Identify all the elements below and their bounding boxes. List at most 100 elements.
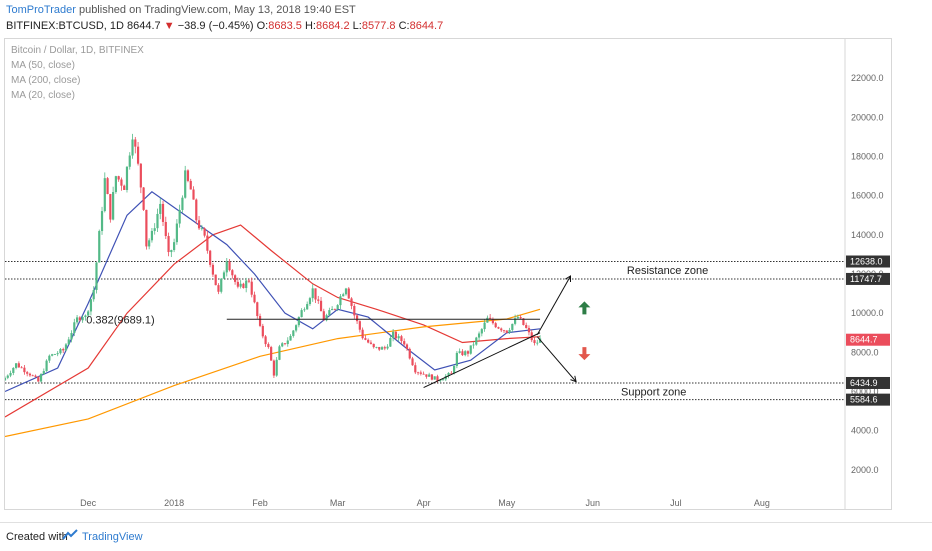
candle-body [281,343,284,347]
y-tick-label: 6000.0 [851,387,879,397]
candle-body [486,317,489,323]
candle-body [87,311,90,316]
x-tick-label: Jul [670,498,682,508]
candle-body [12,367,15,373]
y-tick-label: 2000.0 [851,465,879,475]
candle-body [439,380,442,382]
x-tick-label: Mar [330,498,346,508]
candle-body [5,377,7,381]
candle-body [42,371,45,375]
candle-body [372,343,375,348]
ma20-line [5,191,541,393]
candle-body [350,298,353,306]
low-label: L: [352,20,362,32]
candle-body [267,344,270,348]
candle-body [392,331,395,339]
candle-body [289,335,292,341]
legend-ma50: MA (50, close) [11,60,75,71]
candle-body [386,346,389,349]
footer: Created with TradingView [0,522,932,551]
y-tick-label: 4000.0 [851,426,879,436]
candle-body [292,330,295,336]
candle-body [353,305,356,316]
candle-body [500,328,503,331]
price-level-label: 6434.9 [850,378,878,388]
candle-body [247,280,251,282]
price-change: −38.9 (−0.45%) [177,20,254,32]
candle-body [403,341,406,345]
candle-body [150,230,154,241]
candle-body [464,351,467,356]
chart-header: TomProTrader published on TradingView.co… [0,0,932,36]
candle-body [211,264,215,275]
candle-body [53,354,57,355]
annotation-label: 0.382(9689.1) [86,314,155,326]
candle-body [62,349,65,351]
candle-body [184,170,187,198]
candle-body [436,376,439,381]
candle-body [98,231,101,263]
candle-body [306,304,309,310]
candle-body [297,317,300,326]
candle-body [253,294,256,303]
candle-body [17,363,20,368]
y-tick-label: 10000.0 [851,308,884,318]
down-arrow-icon: ▼ [163,20,175,32]
candle-body [250,281,253,295]
candle-body [328,310,331,316]
close-value: 8644.7 [409,20,444,32]
price-level-tag [846,255,890,268]
candle-body [258,316,262,326]
candle-body [494,323,497,328]
open-value: 8683.5 [268,20,302,32]
candle-body [394,331,397,339]
candle-body [164,221,167,237]
candle-body [369,342,373,344]
candle-body [519,317,522,319]
candle-body [364,338,367,340]
candle-body [466,351,470,354]
candle-body [339,296,342,306]
candle-body [100,211,104,232]
price-level-tag [846,393,890,406]
candle-body [161,203,165,222]
candle-body [239,283,242,287]
candle-body [441,379,445,381]
candle-body [536,342,539,344]
candle-body [311,288,314,299]
candle-body [408,348,411,359]
candle-body [419,372,422,374]
author-link[interactable]: TomProTrader [6,4,76,16]
price-chart[interactable]: Bitcoin / Dollar, 1D, BITFINEX MA (50, c… [5,39,891,509]
candle-body [525,325,528,328]
x-tick-label: May [498,498,516,508]
candle-body [256,302,259,317]
candle-body [272,360,276,376]
candle-body [214,274,217,286]
candle-body [231,270,234,276]
publish-info: published on TradingView.com, May 13, 20… [78,4,356,16]
candle-body [383,347,386,349]
candle-body [186,170,190,181]
candle-body [480,329,483,334]
candle-body [314,288,317,300]
close-label: C: [398,20,410,32]
price-level-label: 12638.0 [850,257,883,267]
candle-body [228,261,231,271]
legend-ma200: MA (200, close) [11,75,80,86]
ma50-line [5,224,541,418]
price-level-label: 11747.7 [850,274,882,284]
candle-body [148,240,151,247]
candle-body [114,176,117,193]
chart-frame[interactable]: Bitcoin / Dollar, 1D, BITFINEX MA (50, c… [4,38,892,510]
x-tick-label: Feb [252,498,268,508]
candle-body [145,209,148,247]
y-tick-label: 16000.0 [851,191,884,201]
candle-body [533,340,536,344]
candle-body [428,374,431,377]
candle-body [483,322,486,330]
tradingview-brand-link[interactable]: TradingView [82,531,143,543]
candle-body [56,353,59,355]
down-arrow-icon [578,347,591,361]
candle-body [159,203,162,214]
